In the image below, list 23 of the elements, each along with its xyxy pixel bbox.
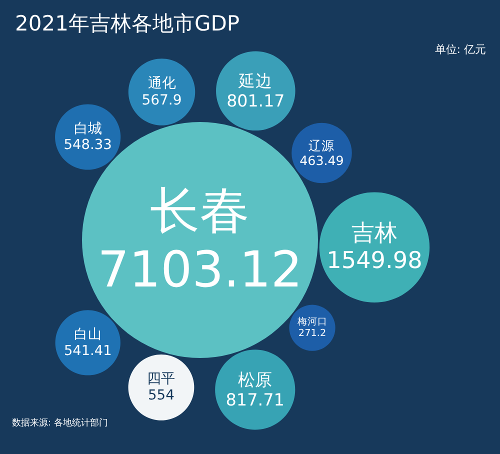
data-label: 548.33 — [64, 137, 112, 154]
data-label: 541.41 — [64, 342, 112, 359]
source-note: 数据来源: 各地统计部门 — [12, 418, 108, 428]
text: 单位: 亿元 — [434, 43, 486, 56]
category-label: 长春 — [150, 182, 250, 240]
data-label: 817.71 — [226, 390, 285, 410]
category-label: 松原 — [238, 370, 272, 390]
category-label: 通化 — [148, 76, 176, 92]
data-label: 554 — [148, 388, 175, 404]
category-label: 四平 — [147, 371, 176, 388]
data-label: 7103.12 — [98, 240, 302, 298]
category-label: 延边 — [238, 72, 273, 91]
data-label: 1549.98 — [326, 248, 422, 274]
data-label: 271.2 — [298, 328, 326, 340]
category-label: 辽源 — [308, 138, 335, 153]
category-label: 白城 — [74, 120, 102, 137]
data-label: 567.9 — [142, 92, 182, 108]
text: 2021年吉林各地市GDP — [15, 12, 240, 36]
data-label: 801.17 — [226, 91, 285, 110]
category-label: 吉林 — [351, 220, 398, 247]
category-label: 白山 — [74, 326, 102, 343]
category-label: 梅河口 — [296, 316, 328, 328]
data-label: 463.49 — [300, 153, 344, 168]
